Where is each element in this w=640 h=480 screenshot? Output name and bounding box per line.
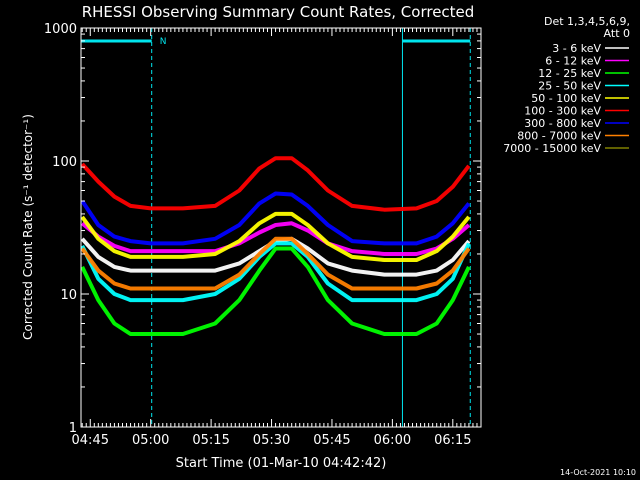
legend-header: Det 1,3,4,5,6,9, bbox=[544, 15, 630, 28]
y-tick-label: 1000 bbox=[44, 22, 77, 37]
y-axis-label: Corrected Count Rate (s⁻¹ detector⁻¹) bbox=[21, 114, 35, 340]
series-line bbox=[80, 211, 471, 262]
x-tick-label: 04:45 bbox=[72, 433, 109, 448]
x-tick-label: 05:00 bbox=[132, 433, 169, 448]
series-line bbox=[80, 191, 471, 246]
legend-label: 25 - 50 keV bbox=[538, 80, 601, 93]
legend-label: 12 - 25 keV bbox=[538, 67, 601, 80]
y-tick-label: 1 bbox=[69, 421, 77, 436]
axes-layer: 1 10 100 1000 04:45 05:00 05:15 05:30 05:45 06:00… bbox=[44, 22, 482, 448]
annotation-label: N bbox=[160, 37, 167, 47]
y-tick-label: 100 bbox=[52, 155, 77, 170]
series-line bbox=[80, 236, 471, 291]
x-tick-label: 05:15 bbox=[192, 433, 229, 448]
y-tick-label: 10 bbox=[60, 288, 77, 303]
legend-label: 6 - 12 keV bbox=[545, 55, 601, 68]
legend-label: 300 - 800 keV bbox=[524, 117, 601, 130]
series-layer bbox=[80, 156, 471, 336]
legend-label: 800 - 7000 keV bbox=[517, 130, 601, 143]
x-tick-label: 05:45 bbox=[313, 433, 350, 448]
plot-frame bbox=[80, 27, 482, 428]
x-tick-label: 05:30 bbox=[253, 433, 290, 448]
legend-header: Att 0 bbox=[604, 27, 630, 40]
series-line bbox=[80, 241, 471, 303]
legend-label: 7000 - 15000 keV bbox=[503, 142, 601, 155]
legend-label: 100 - 300 keV bbox=[524, 105, 601, 118]
chart-title: RHESSI Observing Summary Count Rates, Co… bbox=[82, 3, 475, 21]
legend-label: 50 - 100 keV bbox=[531, 92, 601, 105]
timestamp: 14-Oct-2021 10:10 bbox=[560, 468, 636, 477]
x-axis-label: Start Time (01-Mar-10 04:42:42) bbox=[176, 456, 387, 471]
series-line bbox=[80, 246, 471, 336]
series-line bbox=[80, 156, 471, 212]
x-tick-label: 06:15 bbox=[434, 433, 471, 448]
series-line bbox=[80, 221, 471, 256]
x-tick-label: 06:00 bbox=[374, 433, 411, 448]
night-indicator-layer: N bbox=[80, 28, 471, 427]
legend-label: 3 - 6 keV bbox=[552, 42, 601, 55]
